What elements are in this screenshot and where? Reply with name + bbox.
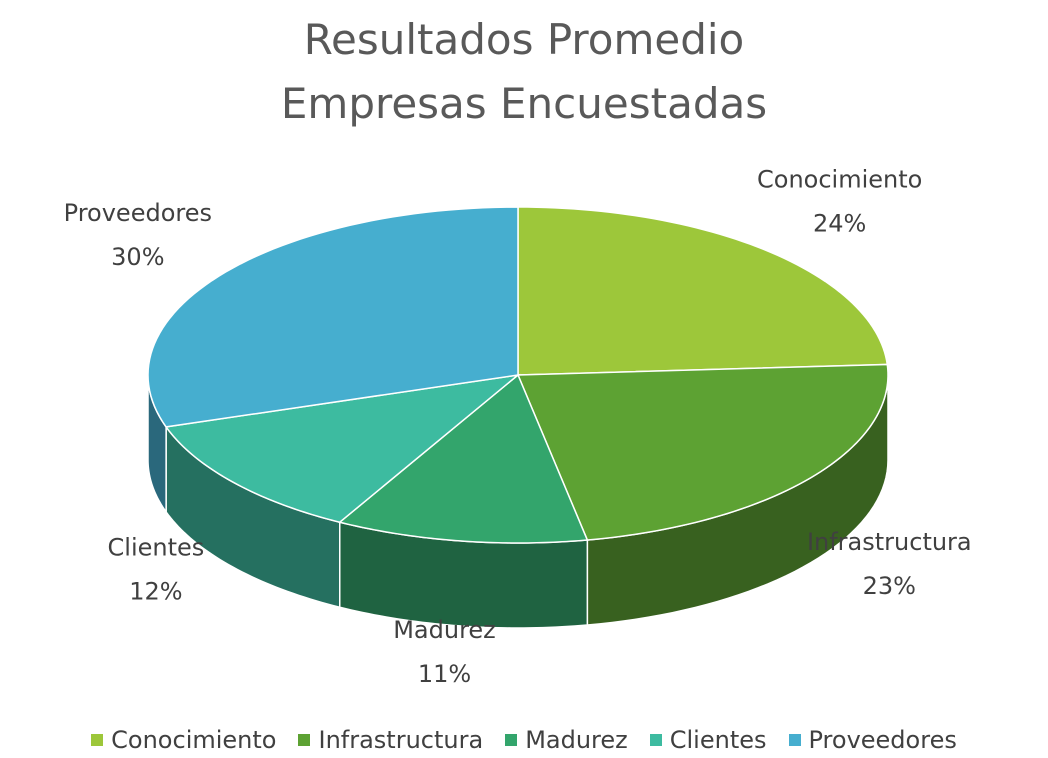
- legend-swatch: [505, 734, 518, 746]
- data-label-name: Madurez: [393, 616, 496, 644]
- legend-item: Madurez: [505, 726, 628, 754]
- slice: [517, 206, 889, 376]
- legend-label: Madurez: [525, 726, 628, 754]
- chart: Conocimiento 24% Infrastructura 23% Madurez 1…: [64, 166, 972, 689]
- slice: [164, 373, 521, 524]
- legend-item: Infrastructura: [298, 726, 483, 754]
- data-label-value: 12%: [129, 578, 182, 606]
- legend-label: Clientes: [669, 726, 767, 754]
- legend-label: Proveedores: [808, 726, 957, 754]
- data-label-name: Conocimiento: [757, 166, 922, 194]
- legend-label: Infrastructura: [318, 726, 484, 754]
- data-label-name: Proveedores: [64, 199, 212, 227]
- legend-item: Clientes: [649, 726, 767, 754]
- slice: [516, 363, 889, 541]
- slice: [338, 373, 589, 544]
- data-label-value: 24%: [813, 210, 866, 238]
- data-label-name: Infrastructura: [807, 528, 972, 556]
- legend-swatch: [788, 734, 801, 746]
- chart-title: Resultados Promedio Empresas Encuestadas: [280, 15, 768, 128]
- legend-swatch: [298, 734, 311, 746]
- data-label-name: Clientes: [108, 534, 205, 562]
- legend-swatch: [91, 734, 104, 746]
- data-label-value: 30%: [111, 243, 164, 271]
- data-label-value: 23%: [863, 572, 916, 600]
- legend-item: Conocimiento: [91, 726, 276, 754]
- legend-label: Conocimiento: [111, 726, 277, 754]
- legend-swatch: [649, 734, 662, 746]
- data-label-value: 11%: [418, 660, 471, 688]
- legend-item: Proveedores: [788, 726, 957, 754]
- slice: [147, 206, 519, 428]
- legend: Conocimiento Infrastructura Madurez Cliente…: [0, 726, 1048, 754]
